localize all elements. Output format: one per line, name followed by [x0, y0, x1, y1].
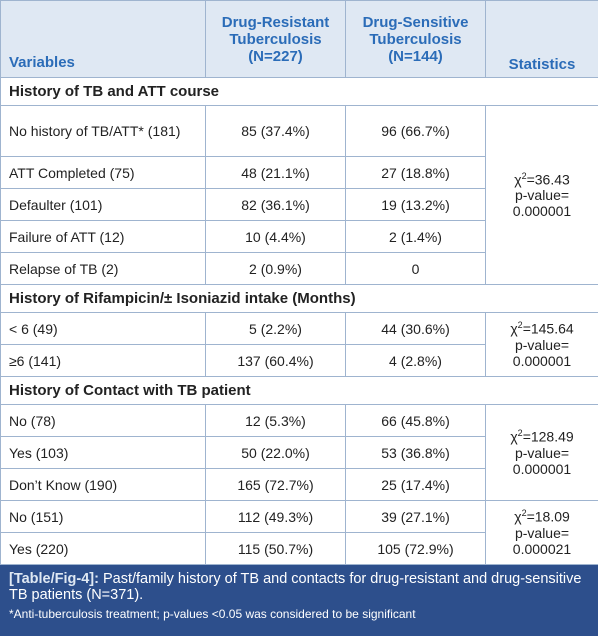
variable-cell: Failure of ATT (12): [0, 220, 206, 253]
data-row: Defaulter (101) 82 (36.1%) 19 (13.2%): [0, 188, 598, 221]
variable-cell: Yes (220): [0, 532, 206, 565]
data-row: Failure of ATT (12) 10 (4.4%) 2 (1.4%): [0, 220, 598, 253]
p-label: p-value=: [514, 336, 570, 353]
p-value: 0.000021: [512, 540, 572, 557]
header-row: Variables Drug-Resistant Tuberculosis (N…: [0, 0, 598, 78]
value-cell: 105 (72.9%): [345, 532, 486, 565]
chi-exponent: 2: [517, 428, 523, 439]
caption-label: [Table/Fig-4]:: [9, 571, 99, 587]
value-cell: 112 (49.3%): [205, 500, 346, 533]
value-cell: 19 (13.2%): [345, 188, 486, 221]
chi-square: χ2=128.49: [494, 428, 590, 445]
value-cell: 2 (1.4%): [345, 220, 486, 253]
p-label: p-value=: [514, 524, 570, 541]
value-cell: 50 (22.0%): [205, 436, 346, 469]
p-value: 0.000001: [512, 352, 572, 369]
caption: [Table/Fig-4]: Past/family history of TB…: [0, 565, 598, 636]
column-header: Drug-Sensitive Tuberculosis (N=144): [345, 0, 486, 78]
section-row: History of Contact with TB patient: [0, 376, 598, 405]
data-row: No (78) 12 (5.3%) 66 (45.8%) χ2=128.49 p-val…: [0, 404, 598, 501]
value-cell: 12 (5.3%): [205, 404, 346, 437]
value-cell: 53 (36.8%): [345, 436, 486, 469]
variable-cell: ≥6 (141): [0, 344, 206, 377]
data-row: No history of TB/ATT* (181) 85 (37.4%) 96 …: [0, 105, 598, 285]
caption-text: Past/family history of TB and contacts f…: [9, 571, 582, 603]
value-cell: 44 (30.6%): [345, 312, 486, 345]
variable-cell: No history of TB/ATT* (181): [0, 105, 206, 157]
chi-square: χ2=18.09: [494, 508, 590, 525]
section-title: History of Rifampicin/± Isoniazid intake…: [0, 284, 598, 313]
variable-cell: Relapse of TB (2): [0, 252, 206, 285]
value-cell: 39 (27.1%): [345, 500, 486, 533]
column-header: Statistics: [485, 0, 598, 78]
value-cell: 115 (50.7%): [205, 532, 346, 565]
variable-cell: Defaulter (101): [0, 188, 206, 221]
footnote: *Anti-tuberculosis treatment; p-values <…: [9, 607, 416, 621]
chi-square: χ2=145.64: [494, 320, 590, 337]
value-cell: 96 (66.7%): [345, 105, 486, 157]
data-table: Variables Drug-Resistant Tuberculosis (N…: [0, 0, 598, 565]
section-row: History of TB and ATT course: [0, 77, 598, 106]
chi-symbol: χ: [514, 508, 522, 525]
chi-exponent: 2: [521, 508, 527, 519]
data-row: ATT Completed (75) 48 (21.1%) 27 (18.8%): [0, 156, 598, 189]
section-title: History of Contact with TB patient: [0, 376, 598, 405]
value-cell: 2 (0.9%): [205, 252, 346, 285]
chi-symbol: χ: [514, 171, 522, 188]
variable-cell: No (78): [0, 404, 206, 437]
variable-cell: Don’t Know (190): [0, 468, 206, 501]
value-cell: 85 (37.4%): [205, 105, 346, 157]
data-row: Don’t Know (190) 165 (72.7%) 25 (17.4%): [0, 468, 598, 501]
value-cell: 66 (45.8%): [345, 404, 486, 437]
p-label: p-value=: [514, 444, 570, 461]
variable-cell: < 6 (49): [0, 312, 206, 345]
data-row: Yes (220) 115 (50.7%) 105 (72.9%): [0, 532, 598, 565]
statistics-cell: χ2=128.49 p-value= 0.000001: [485, 404, 598, 501]
value-cell: 137 (60.4%): [205, 344, 346, 377]
value-cell: 0: [345, 252, 486, 285]
chi-value: =145.64: [522, 320, 574, 337]
chi-value: =128.49: [522, 428, 574, 445]
chi-square: χ2=36.43: [494, 171, 590, 188]
data-row: Yes (103) 50 (22.0%) 53 (36.8%): [0, 436, 598, 469]
data-row: < 6 (49) 5 (2.2%) 44 (30.6%) χ2=145.64 p-val…: [0, 312, 598, 377]
chi-value: =36.43: [526, 171, 570, 188]
variable-cell: ATT Completed (75): [0, 156, 206, 189]
value-cell: 10 (4.4%): [205, 220, 346, 253]
value-cell: 27 (18.8%): [345, 156, 486, 189]
chi-value: =18.09: [526, 508, 570, 525]
chi-symbol: χ: [510, 320, 518, 337]
chi-symbol: χ: [510, 428, 518, 445]
value-cell: 5 (2.2%): [205, 312, 346, 345]
statistics-cell: χ2=36.43 p-value= 0.000001: [485, 105, 598, 285]
value-cell: 48 (21.1%): [205, 156, 346, 189]
variable-cell: Yes (103): [0, 436, 206, 469]
section-title: History of TB and ATT course: [0, 77, 598, 106]
chi-exponent: 2: [521, 170, 527, 181]
section-row: History of Rifampicin/± Isoniazid intake…: [0, 284, 598, 313]
statistics-cell: χ2=145.64 p-value= 0.000001: [485, 312, 598, 377]
value-cell: 82 (36.1%): [205, 188, 346, 221]
column-header: Variables: [0, 0, 206, 78]
column-header: Drug-Resistant Tuberculosis (N=227): [205, 0, 346, 78]
p-value: 0.000001: [512, 460, 572, 477]
value-cell: 25 (17.4%): [345, 468, 486, 501]
chi-exponent: 2: [517, 320, 523, 331]
p-label: p-value=: [514, 187, 570, 204]
data-row: Relapse of TB (2) 2 (0.9%) 0: [0, 252, 598, 285]
value-cell: 165 (72.7%): [205, 468, 346, 501]
statistics-cell: χ2=18.09 p-value= 0.000021: [485, 500, 598, 565]
data-row: No (151) 112 (49.3%) 39 (27.1%) χ2=18.09 p-v…: [0, 500, 598, 565]
p-value: 0.000001: [512, 203, 572, 220]
variable-cell: No (151): [0, 500, 206, 533]
value-cell: 4 (2.8%): [345, 344, 486, 377]
